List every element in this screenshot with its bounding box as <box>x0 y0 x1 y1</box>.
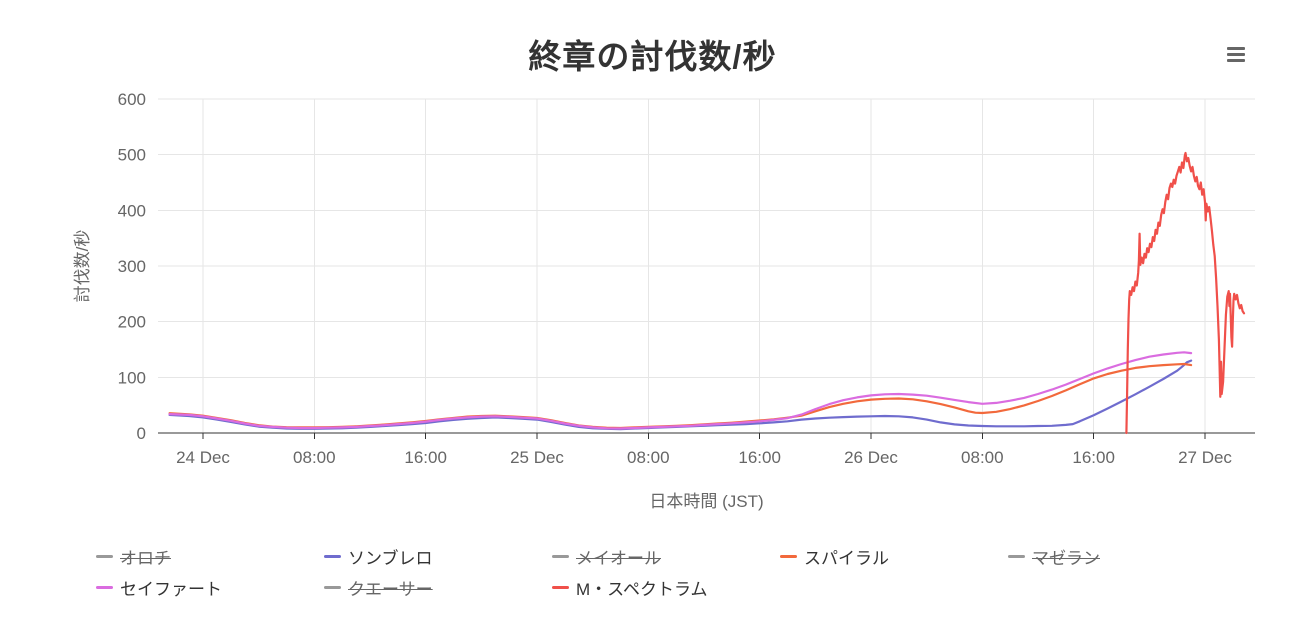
legend-label: セイファート <box>120 580 222 599</box>
legend-label: スパイラル <box>804 549 889 568</box>
legend: オロチ ソンブレロ メイオール スパイラル マゼランセイファート クエーサー M・スペクトラ… <box>96 541 1266 603</box>
series-line-M・スペクトラム <box>1125 151 1246 435</box>
x-axis-tick-label: 16:00 <box>404 448 447 467</box>
legend-line-marker <box>96 586 113 589</box>
legend-line-marker <box>552 555 569 558</box>
y-axis-tick-label: 0 <box>137 424 146 443</box>
legend-line-marker <box>552 586 569 589</box>
x-axis-tick-label: 25 Dec <box>510 448 564 467</box>
x-axis-tick-label: 26 Dec <box>844 448 898 467</box>
x-axis-tick-label: 08:00 <box>627 448 670 467</box>
y-axis-tick-label: 300 <box>118 257 146 276</box>
legend-line-marker <box>324 586 341 589</box>
legend-label: クエーサー <box>348 580 433 599</box>
x-axis-tick-label: 27 Dec <box>1178 448 1232 467</box>
legend-item-クエーサー[interactable]: クエーサー <box>324 572 552 603</box>
series-line-セイファート <box>168 351 1193 430</box>
x-axis-tick-label: 16:00 <box>738 448 781 467</box>
y-axis-tick-label: 600 <box>118 90 146 109</box>
legend-line-marker <box>96 555 113 558</box>
series-line-スパイラル <box>168 362 1193 430</box>
y-axis-tick-label: 500 <box>118 146 146 165</box>
legend-label: M・スペクトラム <box>576 580 708 599</box>
plot-area: 0 100 200 300 400 500 600 24 Dec 08:00 16:00 25 De… <box>73 90 1255 511</box>
legend-item-スパイラル[interactable]: スパイラル <box>780 541 1008 572</box>
x-axis-title: 日本時間 (JST) <box>649 492 763 511</box>
y-axis-tick-label: 400 <box>118 201 146 220</box>
legend-line-marker <box>780 555 797 558</box>
legend-item-ソンブレロ[interactable]: ソンブレロ <box>324 541 552 572</box>
y-axis-tick-label: 100 <box>118 368 146 387</box>
x-axis-tick-label: 08:00 <box>293 448 336 467</box>
y-axis-tick-label: 200 <box>118 313 146 332</box>
legend-line-marker <box>1008 555 1025 558</box>
legend-item-セイファート[interactable]: セイファート <box>96 572 324 603</box>
hamburger-icon <box>1227 46 1245 50</box>
legend-item-M・スペクトラム[interactable]: M・スペクトラム <box>552 572 780 603</box>
x-axis-tick-label: 16:00 <box>1072 448 1115 467</box>
legend-label: ソンブレロ <box>348 549 433 568</box>
chart-title: 終章の討伐数/秒 <box>528 38 777 75</box>
legend-item-マゼラン[interactable]: マゼラン <box>1008 541 1236 572</box>
legend-label: オロチ <box>120 549 171 568</box>
y-axis-title: 討伐数/秒 <box>73 230 92 303</box>
legend-label: メイオール <box>576 549 661 568</box>
x-axis-tick-label: 24 Dec <box>176 448 230 467</box>
legend-item-メイオール[interactable]: メイオール <box>552 541 780 572</box>
x-axis-tick-label: 08:00 <box>961 448 1004 467</box>
legend-label: マゼラン <box>1032 549 1100 568</box>
legend-line-marker <box>324 555 341 558</box>
chart-menu-button[interactable] <box>1227 42 1253 66</box>
legend-item-オロチ[interactable]: オロチ <box>96 541 324 572</box>
